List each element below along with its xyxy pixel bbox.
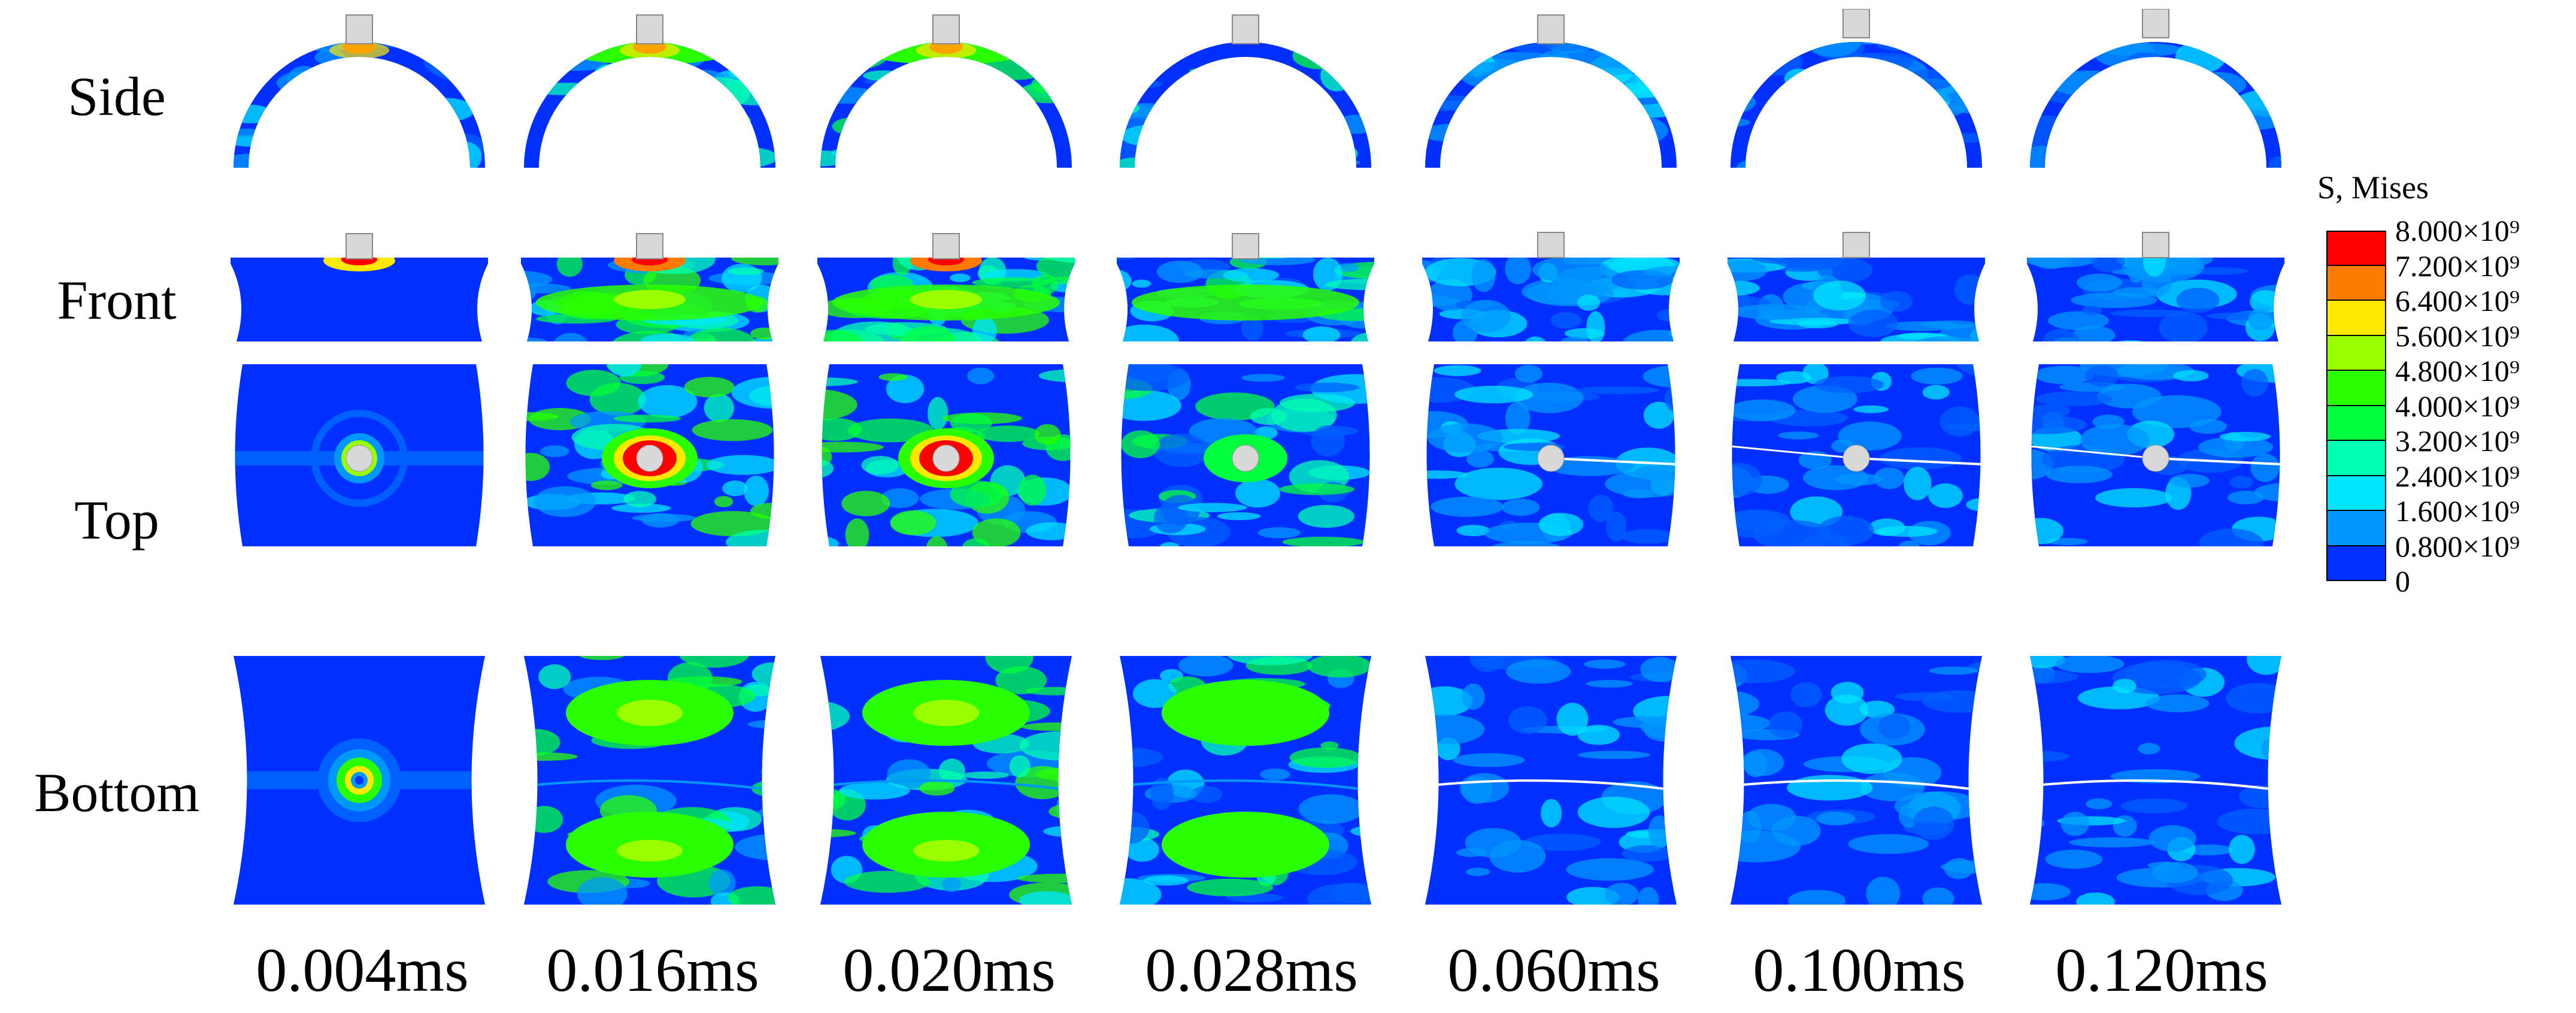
legend-tick-label: 7.200×10⁹ <box>2395 249 2520 283</box>
front-view-panel <box>225 231 494 350</box>
time-label-5: 0.060ms <box>1447 936 1660 1005</box>
side-view-panel <box>2021 9 2290 171</box>
legend-swatch <box>2326 476 2386 511</box>
front-view-panel <box>515 231 784 350</box>
time-label-7: 0.120ms <box>2055 936 2268 1005</box>
side-view-panel <box>515 9 784 171</box>
bottom-view-panel <box>1416 653 1686 908</box>
legend-tick-label: 2.400×10⁹ <box>2395 459 2520 493</box>
side-view-panel <box>811 9 1081 171</box>
bottom-view-panel <box>1722 653 1991 908</box>
legend-swatch <box>2326 231 2386 266</box>
time-label-6: 0.100ms <box>1753 936 1966 1005</box>
legend-tick-label: 5.600×10⁹ <box>2395 319 2520 353</box>
side-view-panel <box>1416 9 1686 171</box>
legend-swatch <box>2326 546 2386 581</box>
bottom-view-panel <box>811 653 1081 908</box>
front-view-panel <box>1111 231 1380 350</box>
legend-swatch <box>2326 371 2386 406</box>
top-view-panel <box>225 359 494 551</box>
legend-swatch <box>2326 265 2386 301</box>
legend-tick-label: 0.800×10⁹ <box>2395 529 2520 563</box>
legend-swatch <box>2326 441 2386 476</box>
side-view-panel <box>1722 9 1991 171</box>
bottom-view-panel <box>515 653 784 908</box>
legend-swatch <box>2326 511 2386 546</box>
legend-swatch <box>2326 301 2386 336</box>
top-view-panel <box>1416 359 1686 551</box>
legend-tick-label: 1.600×10⁹ <box>2395 494 2520 528</box>
front-view-panel <box>811 231 1081 350</box>
side-view-panel <box>225 9 494 171</box>
front-view-panel <box>1722 231 1991 350</box>
legend-tick-label: 4.800×10⁹ <box>2395 354 2520 388</box>
legend-swatch <box>2326 406 2386 441</box>
top-view-panel <box>1722 359 1991 551</box>
legend-tick-label: 3.200×10⁹ <box>2395 424 2520 458</box>
top-view-panel <box>811 359 1081 551</box>
time-label-3: 0.020ms <box>842 936 1056 1005</box>
legend-tick-label: 4.000×10⁹ <box>2395 389 2520 423</box>
bottom-view-panel <box>1111 653 1380 908</box>
legend-tick-label: 8.000×10⁹ <box>2395 214 2520 247</box>
bottom-view-panel <box>2021 653 2290 908</box>
top-view-panel <box>1111 359 1380 551</box>
legend-tick-label: 0 <box>2395 564 2410 598</box>
front-view-panel <box>2021 231 2290 350</box>
legend-tick-label: 6.400×10⁹ <box>2395 284 2520 317</box>
time-label-1: 0.004ms <box>256 936 469 1005</box>
row-label-bottom: Bottom <box>34 762 200 823</box>
time-label-2: 0.016ms <box>546 936 759 1005</box>
time-label-4: 0.028ms <box>1145 936 1358 1005</box>
legend-color-bar <box>2326 231 2387 581</box>
top-view-panel <box>2021 359 2290 551</box>
row-label-top: Top <box>74 489 159 551</box>
front-view-panel <box>1416 231 1686 350</box>
legend-swatch <box>2326 335 2386 371</box>
row-label-side: Side <box>68 66 166 127</box>
legend-title: S, Mises <box>2317 170 2429 205</box>
row-label-front: Front <box>57 270 177 331</box>
side-view-panel <box>1111 9 1380 171</box>
bottom-view-panel <box>225 653 494 908</box>
top-view-panel <box>515 359 784 551</box>
